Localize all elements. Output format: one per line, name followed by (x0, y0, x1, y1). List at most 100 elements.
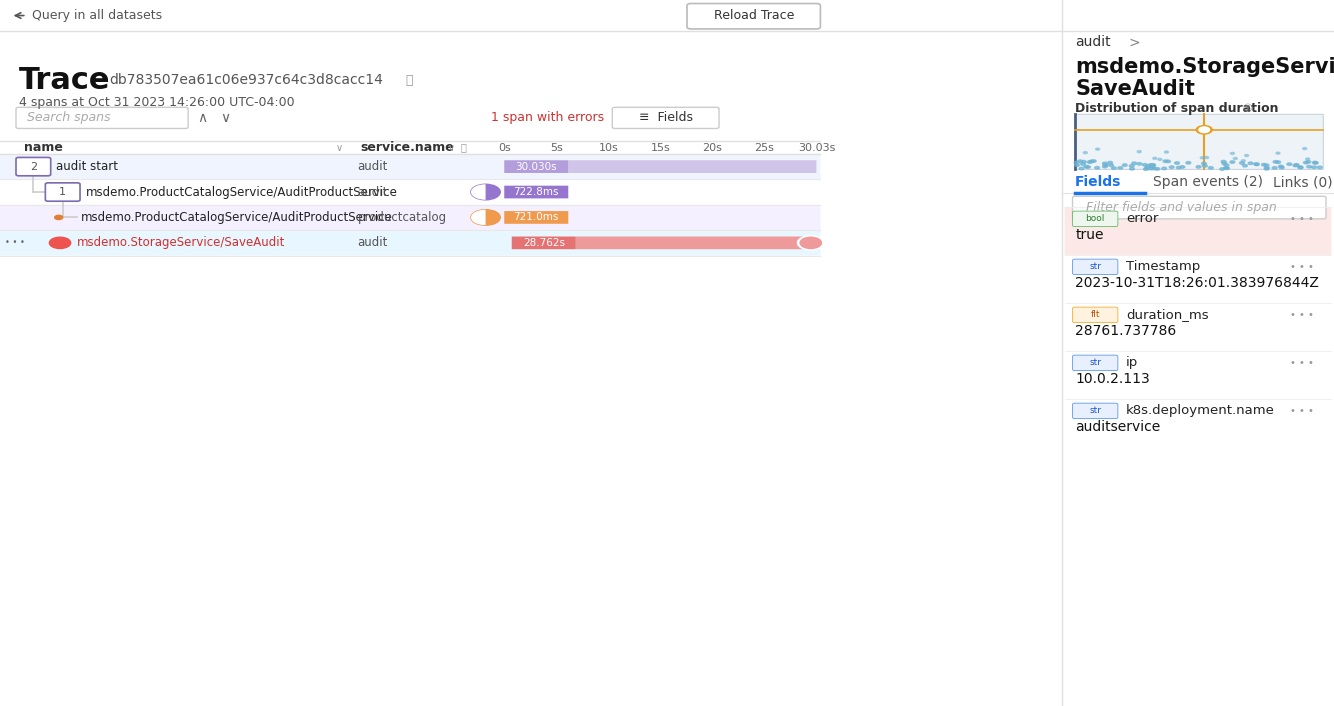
Text: msdemo.ProductCatalogService/AuditProductService: msdemo.ProductCatalogService/AuditProduc… (85, 186, 398, 198)
Circle shape (1273, 160, 1278, 163)
Wedge shape (471, 184, 486, 200)
Circle shape (1242, 164, 1247, 167)
Circle shape (1143, 168, 1149, 170)
Circle shape (1078, 160, 1083, 162)
Circle shape (1149, 167, 1153, 170)
Circle shape (1197, 166, 1201, 168)
Text: productcatalog: productcatalog (358, 211, 447, 224)
Text: db783507ea61c06e937c64c3d8cacc14: db783507ea61c06e937c64c3d8cacc14 (109, 73, 383, 88)
Circle shape (1311, 166, 1317, 169)
Circle shape (1265, 167, 1269, 170)
Text: 2: 2 (29, 162, 37, 172)
FancyBboxPatch shape (1073, 196, 1326, 219)
Text: ∧: ∧ (197, 111, 208, 125)
FancyBboxPatch shape (45, 183, 80, 201)
Circle shape (1278, 165, 1283, 168)
Circle shape (1109, 164, 1114, 167)
Text: ∨: ∨ (220, 111, 231, 125)
FancyBboxPatch shape (504, 186, 568, 198)
Text: 721.0ms: 721.0ms (514, 213, 559, 222)
Circle shape (1137, 162, 1142, 165)
Circle shape (1287, 163, 1291, 165)
Circle shape (1107, 162, 1113, 164)
Text: str: str (1090, 407, 1101, 415)
FancyBboxPatch shape (0, 205, 820, 230)
Circle shape (1074, 161, 1079, 164)
Circle shape (1095, 148, 1099, 150)
Circle shape (1219, 168, 1225, 170)
Circle shape (1303, 162, 1309, 164)
Circle shape (1201, 157, 1205, 159)
Text: 30.030s: 30.030s (515, 162, 558, 172)
Circle shape (1142, 164, 1147, 166)
Circle shape (1307, 165, 1311, 168)
Text: ip: ip (1126, 357, 1138, 369)
Circle shape (1279, 167, 1285, 169)
Circle shape (1122, 164, 1127, 167)
FancyBboxPatch shape (16, 107, 188, 128)
Circle shape (1149, 164, 1153, 167)
Text: ≡  Fields: ≡ Fields (639, 112, 692, 124)
Circle shape (1089, 160, 1094, 162)
Circle shape (471, 210, 500, 225)
Circle shape (1150, 165, 1155, 168)
Circle shape (1177, 167, 1181, 169)
FancyBboxPatch shape (1073, 307, 1118, 323)
Text: 0s: 0s (498, 143, 511, 152)
Text: audit: audit (358, 186, 388, 198)
Text: Fields: Fields (1075, 175, 1122, 189)
Circle shape (1162, 167, 1166, 169)
Circle shape (1234, 157, 1238, 160)
Text: • • •: • • • (1290, 214, 1314, 224)
Text: audit start: audit start (56, 160, 117, 173)
Circle shape (471, 184, 500, 200)
Text: 28761.737786: 28761.737786 (1075, 324, 1177, 338)
Text: audit: audit (1075, 35, 1111, 49)
Circle shape (1082, 160, 1086, 163)
Circle shape (1265, 167, 1269, 169)
Circle shape (1302, 148, 1306, 150)
Text: ∨: ∨ (336, 143, 343, 152)
Text: 20s: 20s (703, 143, 722, 152)
Text: 25s: 25s (755, 143, 774, 152)
FancyBboxPatch shape (0, 179, 820, 205)
Circle shape (1150, 164, 1155, 167)
Circle shape (1102, 165, 1107, 168)
Circle shape (1318, 166, 1322, 169)
FancyBboxPatch shape (1073, 355, 1118, 371)
Circle shape (1298, 166, 1303, 169)
Circle shape (1086, 166, 1090, 168)
Circle shape (1165, 151, 1169, 153)
Circle shape (1221, 160, 1226, 163)
Circle shape (1273, 167, 1277, 169)
Circle shape (1277, 152, 1281, 154)
FancyBboxPatch shape (1065, 207, 1331, 255)
Circle shape (55, 215, 63, 220)
Circle shape (1239, 162, 1245, 164)
Circle shape (1181, 166, 1185, 168)
Circle shape (1275, 161, 1281, 163)
Circle shape (1151, 164, 1155, 167)
Circle shape (1245, 155, 1249, 157)
Circle shape (1254, 163, 1259, 166)
Circle shape (1095, 167, 1099, 169)
Text: str: str (1090, 263, 1101, 271)
Circle shape (1151, 167, 1157, 169)
Text: k8s.deployment.name: k8s.deployment.name (1126, 405, 1275, 417)
Text: • • •: • • • (1290, 406, 1314, 416)
Circle shape (1313, 161, 1317, 164)
Circle shape (1222, 162, 1227, 164)
Circle shape (1166, 160, 1170, 162)
Circle shape (1262, 163, 1266, 166)
Circle shape (798, 236, 824, 250)
Circle shape (1137, 150, 1141, 152)
FancyBboxPatch shape (568, 160, 816, 173)
Circle shape (800, 237, 822, 249)
FancyBboxPatch shape (512, 237, 576, 249)
Circle shape (49, 237, 71, 249)
Circle shape (1169, 166, 1174, 169)
FancyBboxPatch shape (687, 4, 820, 29)
FancyBboxPatch shape (504, 211, 568, 224)
FancyBboxPatch shape (0, 230, 820, 256)
Text: Span events (2): Span events (2) (1153, 175, 1262, 189)
